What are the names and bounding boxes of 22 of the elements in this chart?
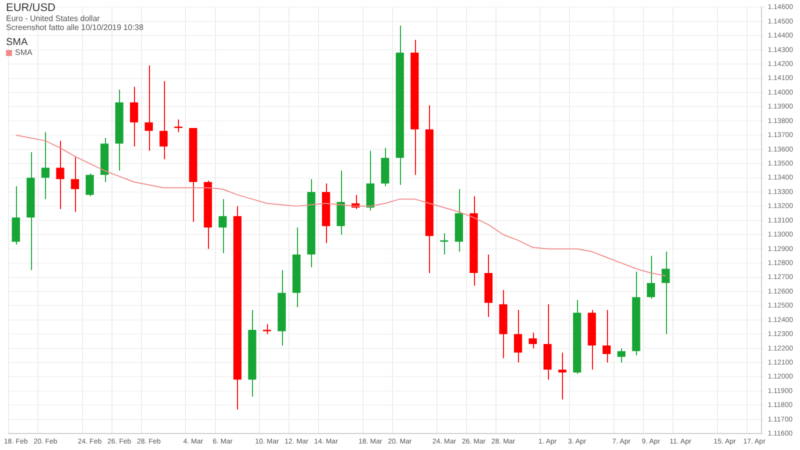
candlestick [646,255,655,300]
candlestick [514,309,522,364]
candlestick [262,324,272,335]
annotation: Screenshot fatto alle 10/10/2019 10:38 [6,23,144,32]
legend-title: SMA [6,37,29,48]
candlestick [662,251,670,335]
candlestick [86,172,94,197]
candlestick [558,352,566,400]
chart-title: EUR/USD [6,2,57,14]
candlestick [144,64,153,152]
candlestick [174,118,182,133]
candlestick [41,132,50,200]
candlestick [130,86,138,147]
candlestick [56,140,64,210]
candlestick [70,156,80,212]
legend-label: SMA [15,48,32,57]
candlestick [528,332,537,349]
text: Euro - United States dollar [6,14,101,23]
candlestick [160,80,168,160]
candlestick [602,309,611,364]
candlestick [617,348,626,364]
candlestick [218,198,227,254]
